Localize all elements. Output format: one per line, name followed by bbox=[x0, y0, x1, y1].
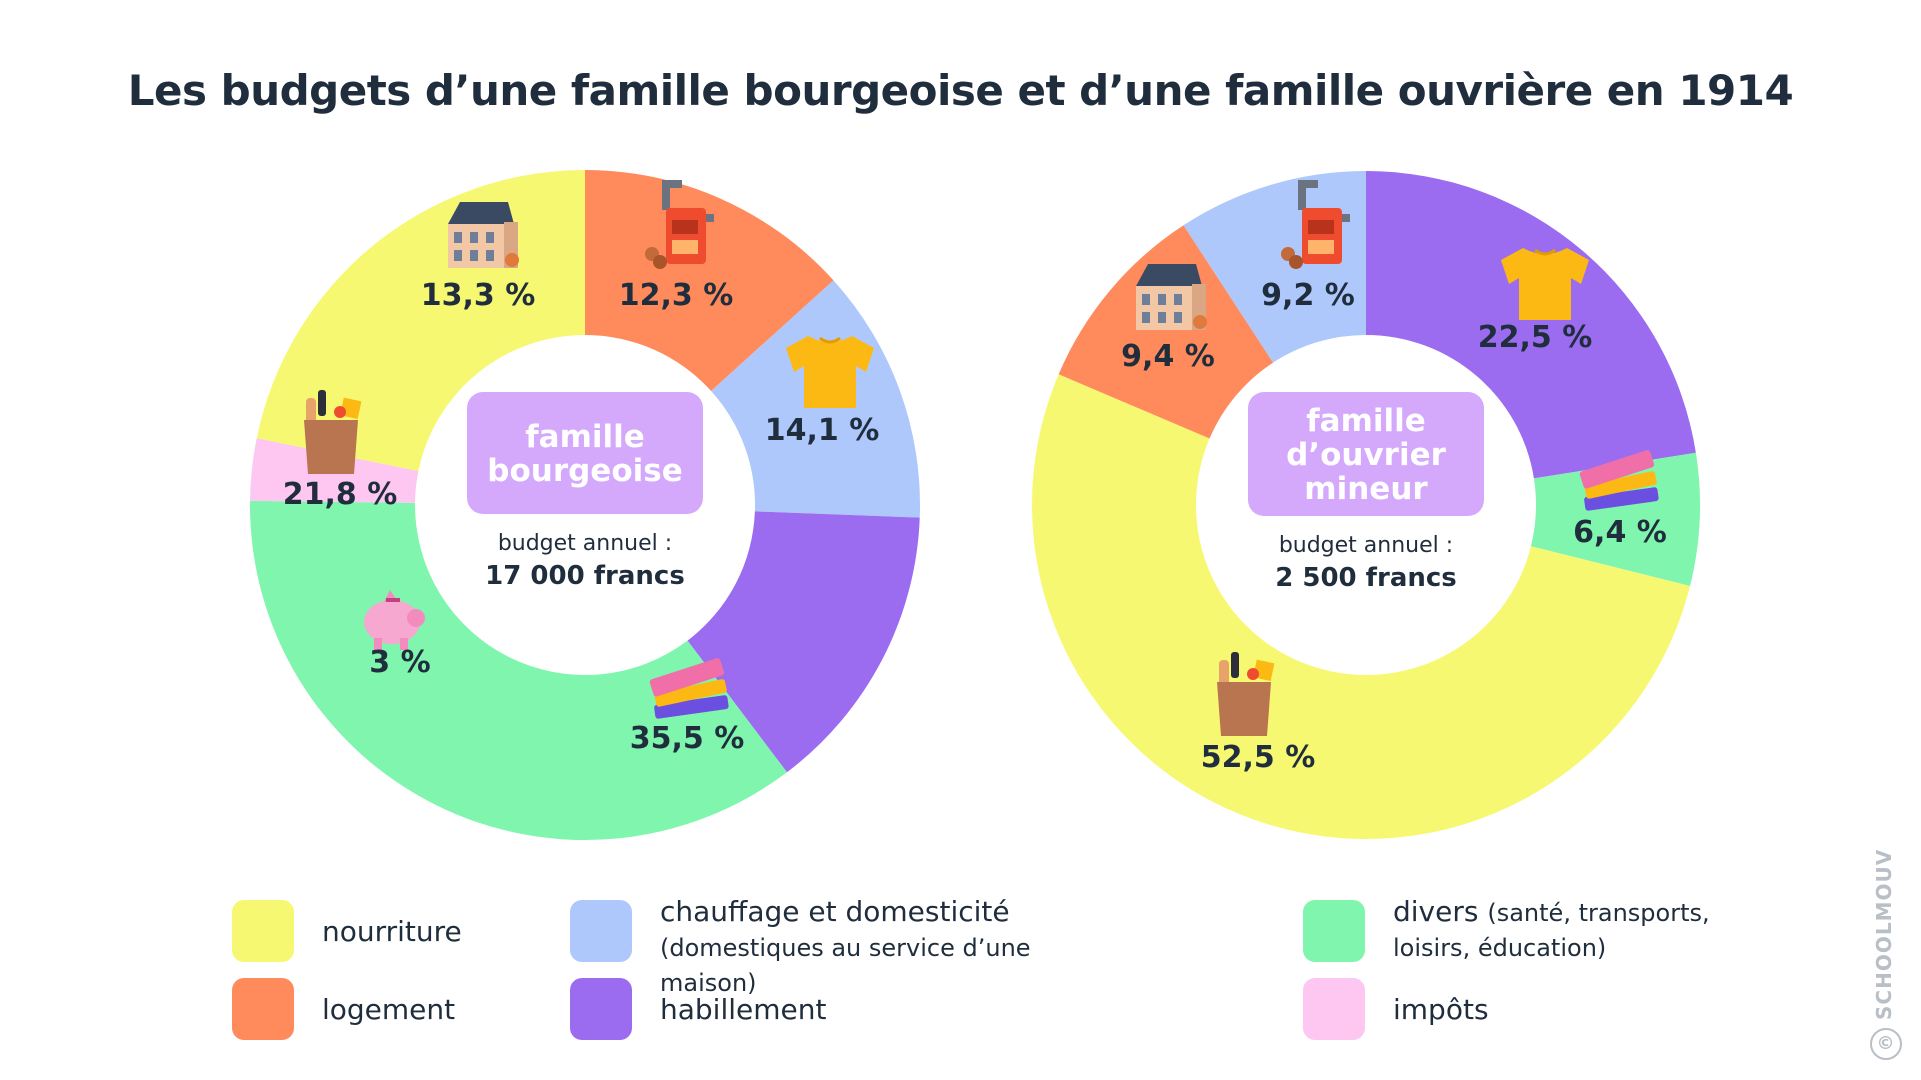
stove-icon bbox=[1281, 180, 1350, 269]
legend-swatch-impots bbox=[1303, 978, 1365, 1040]
legend-swatch-divers bbox=[1303, 900, 1365, 962]
chart-title: Les budgets d’une famille bourgeoise et … bbox=[127, 66, 1794, 115]
slice-label-chauffage: 12,3 % bbox=[619, 278, 734, 313]
budget-value: 2 500 francs bbox=[1275, 563, 1457, 593]
budget-value: 17 000 francs bbox=[485, 561, 685, 591]
legend-label-nourriture: nourriture bbox=[322, 915, 462, 948]
legend-label-chauffage: chauffage et domesticité bbox=[660, 895, 1010, 928]
legend-item-divers: divers (santé, transports, loisirs, éduc… bbox=[1303, 895, 1733, 964]
legend-label-habillement: habillement bbox=[660, 993, 827, 1026]
slice-label-chauffage: 9,2 % bbox=[1261, 278, 1355, 313]
slice-divers bbox=[1530, 452, 1701, 587]
piggy-bank-icon bbox=[364, 590, 425, 650]
legend-swatch-logement bbox=[232, 978, 294, 1040]
slice-label-habillement: 22,5 % bbox=[1478, 320, 1593, 355]
legend-swatch-chauffage bbox=[570, 900, 632, 962]
donut-chart-2: 22,5 % 6,4 % 52,5 % 9,4 % 9,2 % familled’ouvr… bbox=[1032, 170, 1701, 839]
slice-label-logement: 9,4 % bbox=[1121, 339, 1215, 374]
legend-item-nourriture: nourriture bbox=[232, 900, 462, 962]
slice-label-impots: 3 % bbox=[369, 645, 430, 680]
legend-label-logement: logement bbox=[322, 993, 456, 1026]
slice-label-nourriture: 52,5 % bbox=[1201, 740, 1316, 775]
grocery-bag-icon bbox=[1217, 652, 1275, 736]
copyright-icon: © bbox=[1870, 1028, 1902, 1060]
legend-note-divers: (santé, transports, loisirs, éducation) bbox=[1393, 899, 1710, 962]
slice-nourriture bbox=[1032, 374, 1691, 839]
center-label-line: d’ouvrier bbox=[1286, 437, 1446, 473]
slice-label-habillement: 14,1 % bbox=[765, 413, 880, 448]
tshirt-icon bbox=[1501, 248, 1589, 320]
center-label-line: bourgeoise bbox=[487, 453, 682, 489]
slice-label-logement: 13,3 % bbox=[421, 278, 536, 313]
books-icon bbox=[649, 658, 729, 719]
house-icon bbox=[1136, 264, 1207, 330]
legend-note-chauffage: (domestiques au service d’une maison) bbox=[660, 934, 1031, 997]
legend-label-divers: divers bbox=[1393, 895, 1479, 928]
slice-divers bbox=[249, 500, 787, 840]
center-label-line: mineur bbox=[1304, 471, 1428, 507]
house-icon bbox=[448, 202, 519, 268]
books-icon bbox=[1579, 450, 1659, 511]
slice-logement bbox=[1058, 225, 1274, 439]
legend-item-logement: logement bbox=[232, 978, 455, 1040]
slice-label-divers: 6,4 % bbox=[1573, 515, 1667, 550]
budget-caption: budget annuel : bbox=[498, 531, 672, 556]
grocery-bag-icon bbox=[304, 390, 362, 474]
donut-chart-1: 13,3 % 12,3 % 14,1 % 35,5 % 3 % 21,8 % famille… bbox=[249, 170, 920, 840]
legend-swatch-nourriture bbox=[232, 900, 294, 962]
legend-item-chauffage: chauffage et domesticité (domestiques au… bbox=[570, 895, 1040, 999]
slice-label-divers: 35,5 % bbox=[630, 721, 745, 756]
stove-icon bbox=[645, 180, 714, 269]
slice-label-nourriture: 21,8 % bbox=[283, 477, 398, 512]
legend-label-impots: impôts bbox=[1393, 993, 1489, 1026]
slice-logement bbox=[585, 170, 834, 391]
center-label-box bbox=[1248, 392, 1484, 516]
legend-item-impots: impôts bbox=[1303, 978, 1489, 1040]
center-label-line: famille bbox=[525, 419, 645, 455]
budget-caption: budget annuel : bbox=[1279, 533, 1453, 558]
copyright-text: SCHOOLMOUV bbox=[1872, 848, 1896, 1020]
slice-habillement bbox=[687, 511, 920, 773]
center-label-box bbox=[467, 392, 703, 514]
tshirt-icon bbox=[786, 336, 874, 408]
center-label-line: famille bbox=[1306, 403, 1426, 439]
legend-item-habillement: habillement bbox=[570, 978, 826, 1040]
legend-swatch-habillement bbox=[570, 978, 632, 1040]
slice-habillement bbox=[1366, 170, 1696, 479]
copyright-watermark: © SCHOOLMOUV bbox=[1870, 849, 1902, 1060]
